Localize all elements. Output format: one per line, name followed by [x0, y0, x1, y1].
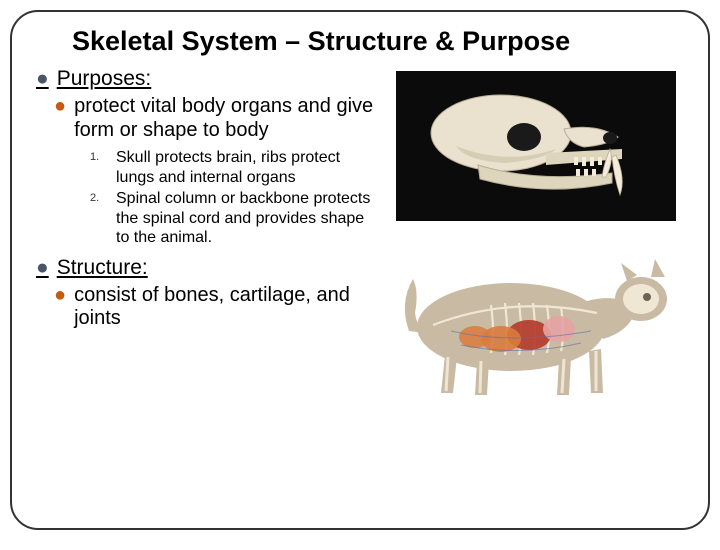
- numbered-list: 1. Skull protects brain, ribs protect lu…: [90, 148, 376, 248]
- disc-bullet-icon: ●: [36, 256, 49, 280]
- skull-svg-icon: [396, 71, 676, 221]
- bullet-purposes: ● Purposes:: [36, 67, 376, 91]
- bullet-purposes-label: Purposes:: [57, 67, 152, 91]
- disc-bullet-icon: ●: [54, 95, 66, 142]
- disc-bullet-icon: ●: [54, 284, 66, 331]
- cat-anatomy-image: [391, 235, 681, 405]
- numbered-item-text: Skull protects brain, ribs protect lungs…: [116, 148, 376, 187]
- bullet-structure: ● Structure:: [36, 256, 376, 280]
- numbered-item-text: Spinal column or backbone protects the s…: [116, 189, 376, 248]
- cat-svg-icon: [391, 235, 681, 405]
- slide-frame: Skeletal System – Structure & Purpose ● …: [10, 10, 710, 530]
- numbered-item: 2. Spinal column or backbone protects th…: [90, 189, 376, 248]
- numbered-item: 1. Skull protects brain, ribs protect lu…: [90, 148, 376, 187]
- slide-title: Skeletal System – Structure & Purpose: [72, 26, 684, 57]
- text-column: ● Purposes: ● protect vital body organs …: [36, 67, 376, 405]
- content-row: ● Purposes: ● protect vital body organs …: [36, 67, 684, 405]
- disc-bullet-icon: ●: [36, 67, 49, 91]
- sub-bullet-protect: ● protect vital body organs and give for…: [54, 95, 376, 142]
- sub-bullet-consist-text: consist of bones, cartilage, and joints: [74, 284, 376, 331]
- sub-bullet-consist: ● consist of bones, cartilage, and joint…: [54, 284, 376, 331]
- sub-bullet-protect-text: protect vital body organs and give form …: [74, 95, 376, 142]
- number-marker: 2.: [90, 189, 116, 248]
- number-marker: 1.: [90, 148, 116, 187]
- skull-image: [396, 71, 676, 221]
- bullet-structure-label: Structure:: [57, 256, 148, 280]
- image-column: [388, 67, 684, 405]
